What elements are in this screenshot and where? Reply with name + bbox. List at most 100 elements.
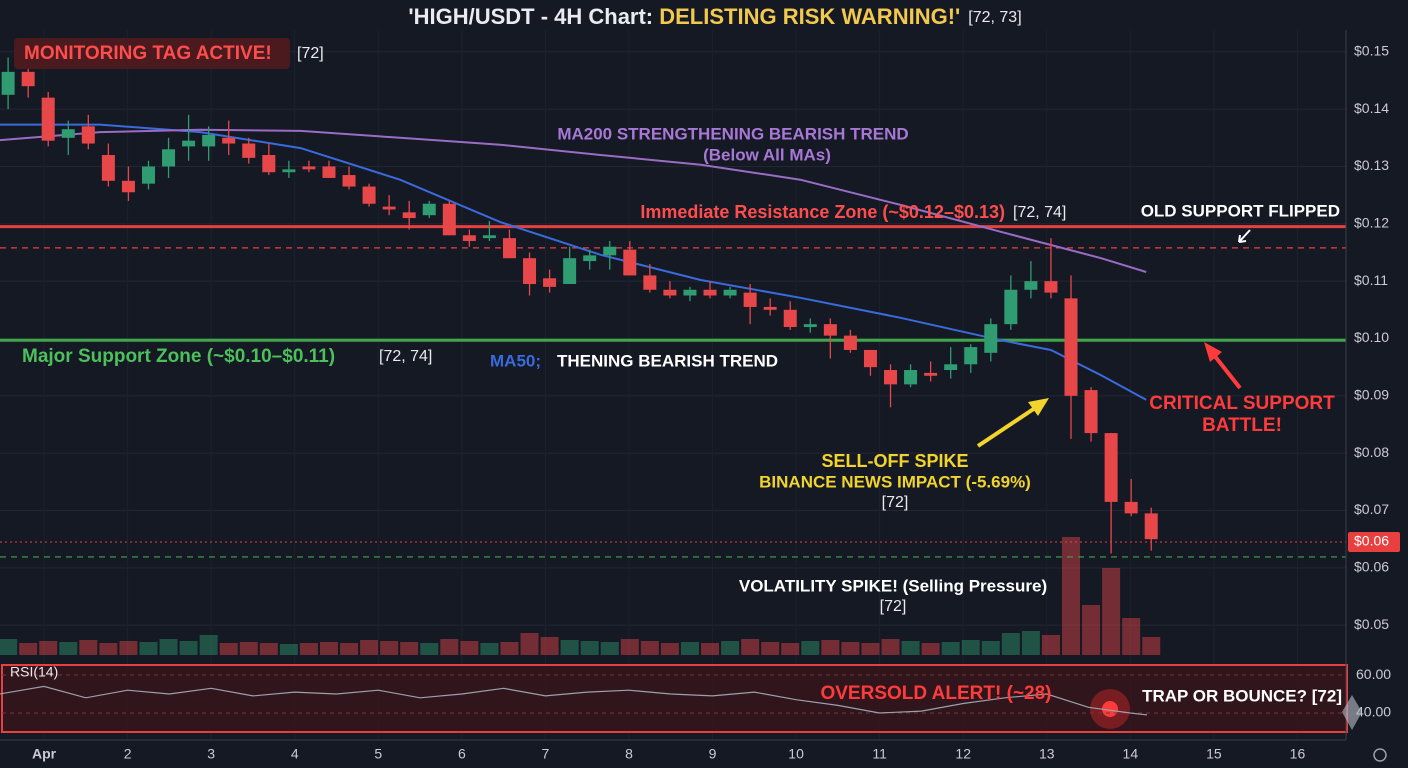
volume-bar: [660, 643, 679, 655]
volume-bar: [921, 643, 940, 655]
volume-bar: [39, 641, 58, 655]
candle-body: [101, 155, 115, 181]
candle-body: [141, 166, 155, 184]
volume-bar: [680, 642, 699, 655]
candle-body: [964, 347, 978, 365]
volatility-label: VOLATILITY SPIKE! (Selling Pressure): [739, 576, 1047, 595]
x-tick-label: 10: [788, 746, 804, 762]
volume-bar: [440, 639, 459, 655]
volume-bar: [821, 640, 840, 655]
ma-line: [0, 123, 1147, 401]
ma200-sublabel: (Below All MAs): [703, 145, 831, 164]
volume-bar: [640, 641, 659, 655]
volume-bar: [1082, 605, 1101, 655]
axes: $0.15 $0.14 $0.13 $0.12 $0.11 $0.10 $0.09 $0.08…: [32, 42, 1400, 762]
support-note: [72, 74]: [379, 348, 432, 365]
candle-body: [442, 203, 456, 236]
candle-body: [382, 206, 396, 210]
title-highlight: DELISTING RISK WARNING!': [659, 4, 960, 29]
candle-body: [783, 309, 797, 328]
rsi-tick-label: 40.00: [1356, 704, 1391, 720]
moving-averages: [0, 123, 1147, 401]
x-tick-label: 11: [872, 746, 887, 762]
volume-bar: [340, 643, 359, 655]
title-main: 'HIGH/USDT - 4H Chart:: [408, 4, 659, 29]
candle-body: [1084, 390, 1098, 434]
candle-body: [884, 370, 898, 385]
trap-label: TRAP OR BOUNCE? [72]: [1142, 686, 1342, 705]
volume-bar: [961, 640, 980, 655]
y-tick-label: $0.12: [1354, 215, 1389, 231]
volume-bar: [420, 643, 439, 655]
x-tick-label: 15: [1206, 746, 1222, 762]
volume-bar: [59, 642, 78, 655]
volatility-note: [72]: [880, 598, 907, 615]
resistance-note: [72, 74]: [1013, 204, 1066, 221]
volume-bar: [620, 639, 639, 655]
y-tick-label: $0.06: [1354, 559, 1389, 575]
candle-body: [402, 212, 416, 219]
volume-bar: [1102, 568, 1121, 655]
candle-body: [523, 258, 537, 285]
candle-body: [322, 166, 336, 178]
candle-body: [843, 335, 857, 350]
volume-bar: [0, 639, 18, 655]
volume-bar: [841, 642, 860, 655]
volume-bar: [941, 642, 960, 655]
candle-body: [984, 324, 998, 353]
x-tick-label: 7: [542, 746, 550, 762]
selloff-sublabel: BINANCE NEWS IMPACT (-5.69%): [759, 472, 1031, 491]
candle-body: [823, 324, 837, 336]
candle-body: [262, 155, 276, 173]
candle-body: [422, 203, 436, 216]
volume-bar: [79, 640, 98, 655]
x-tick-label: 6: [458, 746, 466, 762]
rsi-title: RSI(14): [10, 664, 58, 680]
volume-bar: [721, 641, 740, 655]
volume-bar: [239, 642, 258, 655]
volume: [0, 537, 1161, 655]
x-tick-label: Apr: [32, 746, 57, 762]
settings-icon[interactable]: [1373, 748, 1387, 762]
candle-body: [222, 137, 236, 144]
candle-body: [342, 175, 356, 187]
volume-bar: [139, 642, 158, 655]
x-tick-label: 13: [1039, 746, 1055, 762]
volume-bar: [981, 641, 1000, 655]
candle-body: [563, 258, 577, 285]
candle-body: [663, 289, 677, 296]
x-tick-label: 5: [374, 746, 382, 762]
levels: [0, 225, 1346, 558]
volume-bar: [861, 643, 880, 655]
candle-body: [502, 238, 516, 259]
volume-bar: [380, 641, 399, 655]
y-tick-label: $0.07: [1354, 501, 1389, 517]
volume-bar: [299, 643, 318, 655]
candle-body: [643, 275, 657, 290]
volume-bar: [1001, 633, 1020, 655]
candle-body: [944, 364, 958, 371]
candle-body: [362, 186, 376, 204]
volume-bar: [741, 639, 760, 655]
volume-bar: [580, 641, 599, 655]
candle-body: [282, 169, 296, 173]
flipped-label: OLD SUPPORT FLIPPED: [1141, 201, 1340, 220]
volume-bar: [319, 642, 338, 655]
volume-bar: [259, 643, 278, 655]
x-tick-label: 2: [124, 746, 132, 762]
candle-body: [583, 255, 597, 262]
sparkle: [1342, 695, 1362, 730]
candle-body: [543, 278, 557, 287]
candle-body: [162, 149, 176, 167]
candle-body: [603, 246, 617, 256]
volume-bar: [1062, 537, 1081, 655]
volume-bar: [400, 642, 419, 655]
monitoring-label: MONITORING TAG ACTIVE!: [24, 43, 272, 64]
rsi-panel: [1, 664, 1348, 733]
monitoring-box: [14, 38, 290, 69]
volume-bar: [219, 643, 238, 655]
candle-body: [1004, 289, 1018, 325]
volume-bar: [500, 642, 519, 655]
volume-bar: [1021, 631, 1040, 655]
